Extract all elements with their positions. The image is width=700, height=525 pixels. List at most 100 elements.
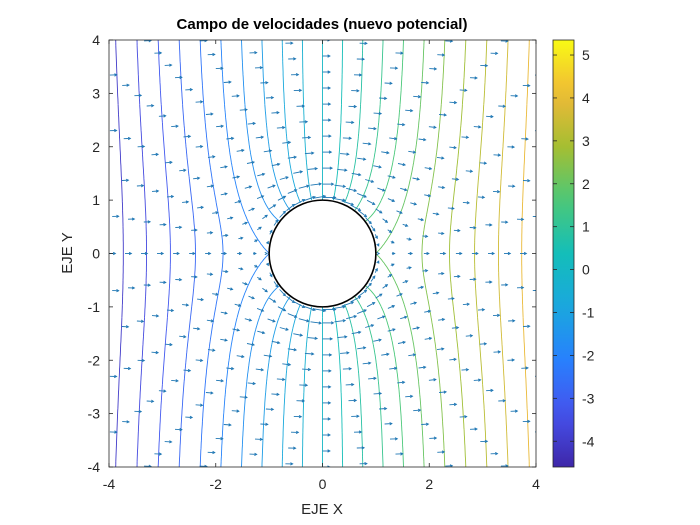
contour-level-6 — [220, 40, 270, 467]
velocity-arrow-367 — [357, 309, 367, 315]
velocity-arrow-142 — [254, 66, 264, 70]
velocity-arrow-15 — [438, 231, 445, 236]
velocity-arrow-261 — [193, 327, 201, 331]
velocity-arrow-368 — [365, 324, 375, 328]
velocity-arrow-230 — [141, 251, 149, 256]
velocity-arrow-40 — [465, 169, 474, 173]
velocity-arrow-437 — [438, 271, 445, 276]
velocity-arrow-27 — [447, 206, 455, 210]
velocity-arrow-268 — [279, 289, 287, 297]
velocity-arrow-93 — [362, 142, 372, 146]
velocity-arrow-224 — [237, 251, 243, 256]
velocity-arrow-125 — [304, 151, 315, 155]
velocity-arrow-173 — [269, 204, 277, 210]
velocity-arrow-260 — [206, 319, 215, 323]
velocity-arrow-394 — [365, 282, 372, 290]
velocity-arrow-4 — [439, 251, 447, 256]
velocity-arrow-6 — [471, 251, 479, 256]
velocity-arrow-200 — [269, 229, 273, 235]
velocity-arrow-246 — [242, 282, 249, 286]
velocity-arrow-166 — [195, 100, 204, 104]
velocity-arrow-413 — [424, 309, 432, 314]
velocity-arrow-249 — [197, 297, 205, 302]
velocity-arrow-422 — [374, 267, 378, 273]
velocity-arrow-24 — [402, 223, 409, 227]
velocity-arrow-37 — [424, 193, 432, 198]
velocity-arrow-143 — [249, 51, 258, 55]
velocity-arrow-225 — [221, 251, 228, 256]
velocity-arrow-94 — [368, 127, 377, 131]
colorbar-tick-label: 0 — [582, 262, 590, 278]
velocity-arrow-176 — [232, 175, 241, 179]
colorbar-tick-label: 4 — [582, 90, 590, 106]
velocity-arrow-328 — [296, 399, 306, 403]
velocity-arrow-339 — [322, 401, 332, 405]
x-tick-label: -2 — [210, 476, 223, 492]
velocity-arrow-129 — [293, 88, 303, 92]
velocity-arrow-31 — [508, 184, 516, 188]
velocity-arrow-128 — [296, 104, 306, 108]
velocity-arrow-237 — [206, 272, 214, 276]
velocity-arrow-165 — [205, 112, 214, 116]
colorbar-frame — [552, 39, 575, 468]
velocity-arrow-120 — [322, 54, 331, 58]
velocity-arrow-433 — [376, 260, 380, 264]
velocity-arrow-287 — [246, 342, 256, 347]
velocity-arrow-152 — [231, 94, 240, 98]
velocity-arrow-399 — [424, 336, 433, 341]
x-axis-ticks: -4 -2 0 2 4 — [103, 40, 540, 492]
y-tick-label: -3 — [88, 406, 101, 422]
velocity-arrow-427 — [447, 297, 455, 301]
velocity-arrow-169 — [164, 63, 173, 67]
velocity-arrow-251 — [166, 308, 175, 313]
velocity-arrow-302 — [263, 354, 273, 358]
velocity-arrow-22 — [374, 234, 378, 240]
velocity-arrow-430 — [492, 313, 501, 317]
velocity-arrow-67 — [418, 138, 427, 142]
velocity-arrow-114 — [322, 150, 333, 154]
velocity-arrow-273 — [220, 338, 228, 342]
contour-level-8 — [261, 40, 291, 467]
velocity-arrow-424 — [402, 280, 409, 284]
y-tick-label: -2 — [88, 352, 101, 368]
velocity-arrow-435 — [406, 266, 412, 270]
velocity-arrow-401 — [449, 357, 457, 361]
velocity-arrow-47 — [375, 208, 383, 214]
velocity-arrow-334 — [322, 321, 335, 325]
velocity-arrow-167 — [185, 87, 194, 92]
velocity-arrow-277 — [171, 379, 179, 383]
velocity-arrow-352 — [353, 430, 363, 434]
velocity-arrow-297 — [144, 464, 152, 467]
velocity-arrow-170 — [154, 51, 163, 55]
velocity-arrow-92 — [357, 157, 367, 161]
velocity-arrow-50 — [412, 177, 421, 181]
velocity-arrow-220 — [127, 217, 136, 221]
velocity-arrow-404 — [486, 388, 494, 393]
velocity-arrow-132 — [285, 41, 294, 45]
velocity-arrow-61 — [358, 210, 368, 218]
velocity-arrow-208 — [151, 189, 160, 193]
velocity-arrow-177 — [220, 165, 228, 169]
velocity-arrow-319 — [260, 422, 269, 426]
y-tick-label: 4 — [92, 32, 100, 48]
velocity-arrow-147 — [271, 162, 281, 167]
velocity-arrow-288 — [236, 354, 245, 359]
velocity-arrow-42 — [493, 153, 502, 157]
velocity-arrow-112 — [322, 182, 335, 186]
velocity-arrow-187 — [273, 219, 279, 226]
velocity-arrow-163 — [226, 136, 235, 141]
velocity-arrow-274 — [207, 348, 216, 352]
velocity-arrow-349 — [345, 382, 355, 387]
velocity-arrow-374 — [413, 408, 422, 412]
velocity-arrow-283 — [286, 296, 296, 304]
velocity-arrow-64 — [387, 175, 396, 179]
velocity-arrow-190 — [234, 200, 242, 204]
velocity-arrow-63 — [377, 187, 386, 192]
velocity-arrow-405 — [498, 399, 507, 403]
velocity-arrow-185 — [122, 83, 130, 87]
velocity-arrow-211 — [265, 240, 269, 245]
velocity-arrow-389 — [459, 415, 468, 419]
velocity-arrow-25 — [417, 217, 425, 222]
velocity-arrow-320 — [254, 437, 264, 441]
velocity-arrow-337 — [322, 369, 332, 373]
